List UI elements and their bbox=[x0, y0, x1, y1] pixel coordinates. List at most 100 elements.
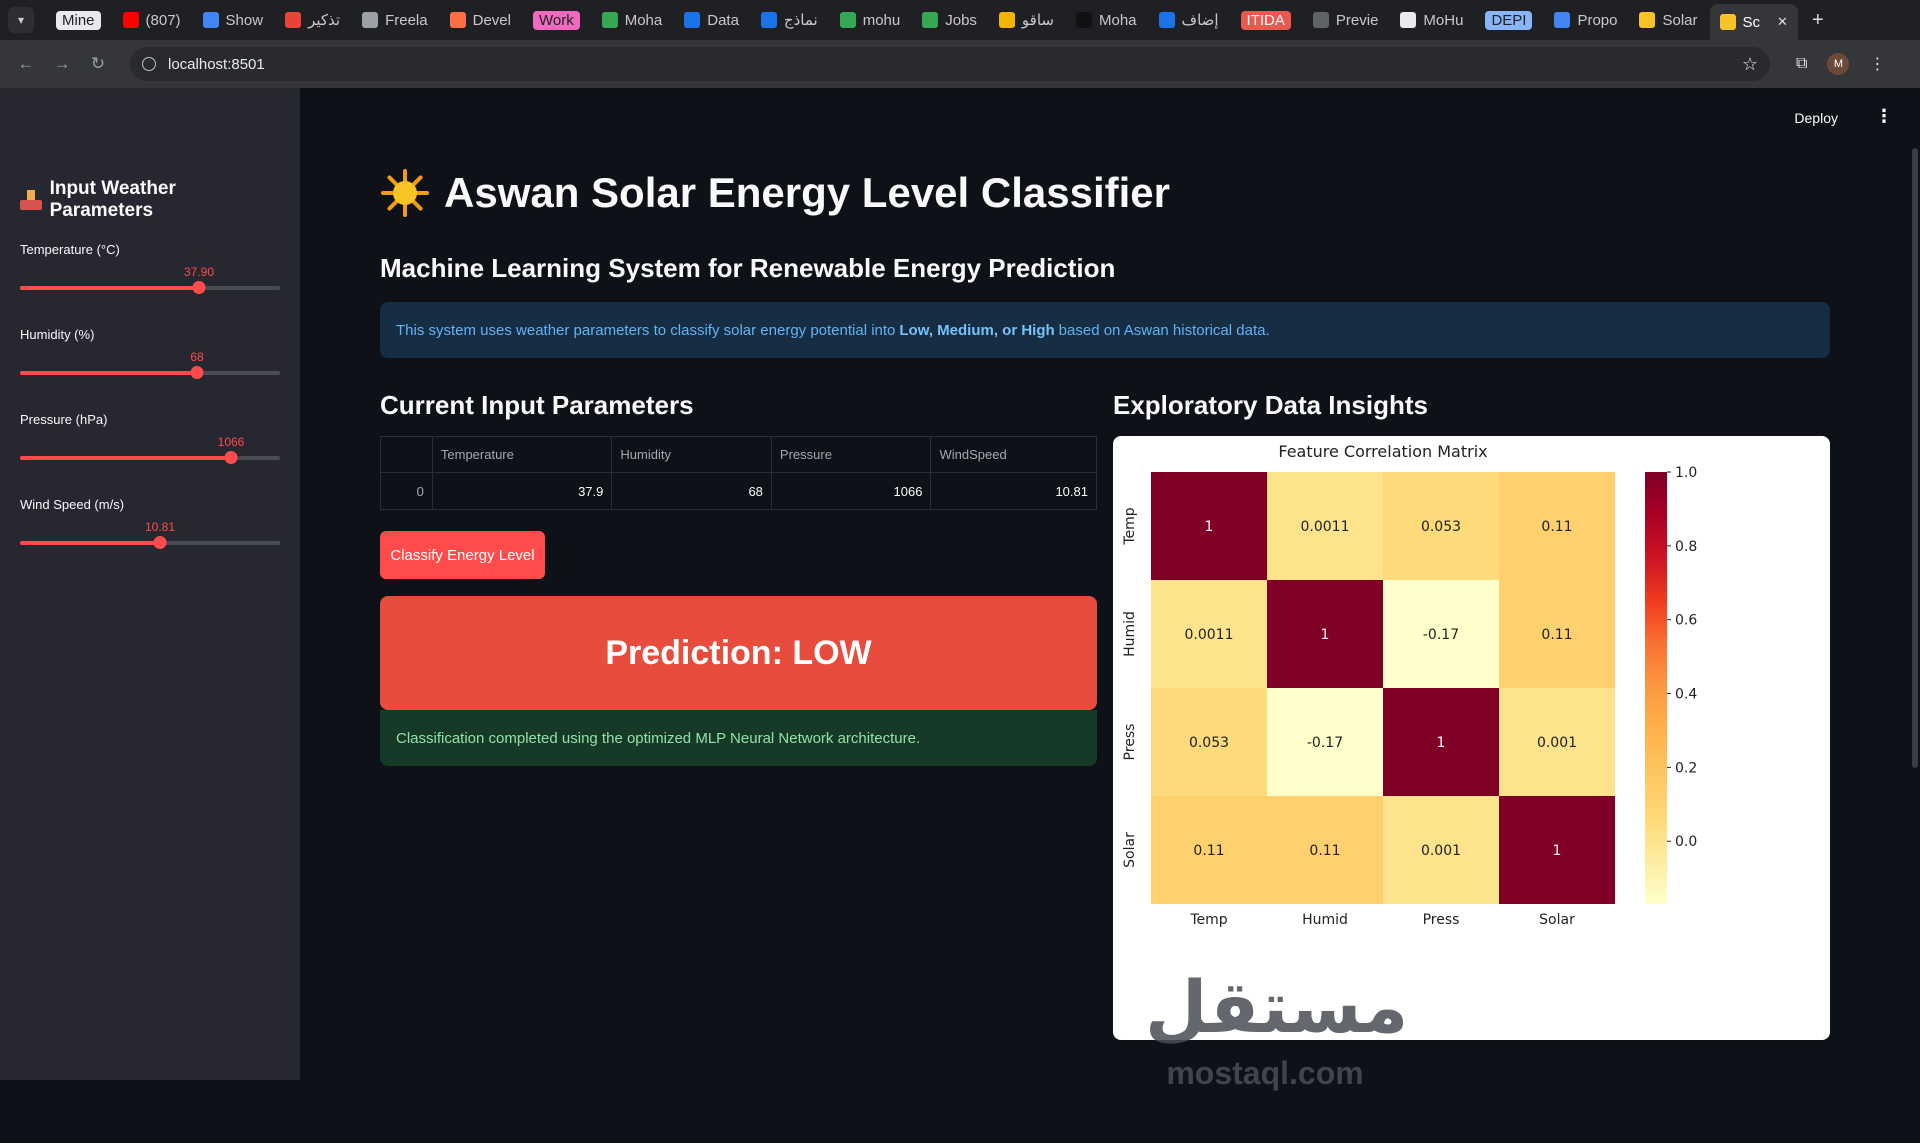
browser-tab[interactable]: MoHu bbox=[1390, 5, 1473, 35]
browser-tab[interactable]: Freela bbox=[352, 5, 438, 35]
slider-control[interactable]: 10.81 bbox=[20, 520, 280, 552]
tab-label: Propo bbox=[1577, 11, 1618, 29]
slider-control[interactable]: 68 bbox=[20, 350, 280, 382]
bookmark-star-icon[interactable]: ☆ bbox=[1741, 53, 1758, 74]
browser-tab[interactable]: نماذج bbox=[751, 5, 828, 35]
browser-tab[interactable]: Show bbox=[193, 5, 274, 35]
table-cell-pressure[interactable]: 1066 bbox=[772, 473, 932, 509]
extensions-puzzle-icon[interactable]: ⧉ bbox=[1796, 55, 1808, 72]
browser-tab[interactable]: Sc ✕ bbox=[1709, 4, 1798, 40]
table-header-index[interactable] bbox=[381, 437, 433, 472]
heatmap-y-tick-label: Temp bbox=[1122, 507, 1138, 545]
slider-control[interactable]: 1066 bbox=[20, 435, 280, 467]
tab-label: (807) bbox=[145, 11, 181, 29]
heatmap-cell-label: 0.001 bbox=[1421, 843, 1461, 859]
table-header-row: Temperature Humidity Pressure WindSpeed bbox=[381, 437, 1096, 473]
tab-group-chip[interactable]: DEPI bbox=[1485, 10, 1533, 30]
scrollbar[interactable] bbox=[1912, 148, 1918, 768]
table-cell-humidity[interactable]: 68 bbox=[612, 473, 772, 509]
slider-fill bbox=[20, 541, 160, 545]
kebab-icon[interactable]: ⋮ bbox=[1875, 106, 1893, 126]
table-cell-windspeed[interactable]: 10.81 bbox=[1055, 483, 1088, 499]
slider-label: Wind Speed (m/s) bbox=[20, 497, 125, 512]
heatmap-y-tick-label: Press bbox=[1122, 724, 1138, 761]
tab-group-chip[interactable]: Work bbox=[532, 10, 580, 30]
browser-tab[interactable]: ITIDA bbox=[1231, 5, 1301, 35]
slider-track[interactable] bbox=[20, 286, 280, 290]
sidebar: Input Weather Parameters Temperature (°C… bbox=[0, 88, 300, 1080]
heatmap-cell-label: 0.053 bbox=[1189, 735, 1229, 751]
slider-track[interactable] bbox=[20, 371, 280, 375]
sidebar-title-text: Input Weather Parameters bbox=[49, 178, 176, 221]
heatmap-cell-label: -0.17 bbox=[1307, 735, 1343, 751]
tab-favicon-icon bbox=[839, 12, 856, 28]
forward-arrow-icon[interactable]: → bbox=[53, 54, 71, 73]
browser-tab[interactable]: Data bbox=[674, 5, 749, 35]
heatmap-cell bbox=[1499, 472, 1615, 580]
tab-group-chip[interactable]: ITIDA bbox=[1240, 10, 1291, 30]
deploy-button[interactable]: Deploy bbox=[1794, 110, 1838, 126]
table-header-pressure[interactable]: Pressure bbox=[772, 437, 932, 472]
success-alert: Classification completed using the optim… bbox=[380, 710, 1097, 766]
slider-thumb[interactable] bbox=[153, 536, 167, 549]
browser-tab[interactable]: Jobs bbox=[912, 5, 987, 35]
browser-tab[interactable]: ساقو bbox=[989, 5, 1064, 35]
slider-thumb[interactable] bbox=[224, 451, 238, 464]
browser-tab[interactable]: Solar bbox=[1629, 5, 1707, 35]
tab-favicon-icon bbox=[202, 12, 219, 28]
tab-label: تذكير bbox=[308, 12, 341, 29]
heatmap-cell-label: 0.11 bbox=[1541, 627, 1572, 643]
heatmap-colorbar-tick-label: 0.4 bbox=[1675, 687, 1697, 703]
browser-tab[interactable]: DEPI bbox=[1475, 5, 1542, 35]
address-bar[interactable]: localhost:8501 ☆ bbox=[130, 47, 1770, 81]
slider-track[interactable] bbox=[20, 541, 280, 545]
tab-label: Previe bbox=[1335, 11, 1379, 29]
table-header-windspeed[interactable]: WindSpeed bbox=[939, 447, 1007, 462]
tab-favicon-icon bbox=[998, 12, 1015, 28]
browser-tab[interactable]: Devel bbox=[440, 5, 521, 35]
heatmap-cell-label: 1 bbox=[1437, 735, 1446, 751]
browser-menu-icon[interactable]: ⋮ bbox=[1869, 56, 1886, 73]
browser-tab[interactable]: (807) bbox=[113, 5, 191, 35]
tab-favicon-icon bbox=[285, 12, 302, 28]
slider-thumb[interactable] bbox=[190, 366, 204, 379]
slider-track[interactable] bbox=[20, 456, 280, 460]
tab-label: Devel bbox=[472, 11, 511, 29]
browser-tab[interactable]: Moha bbox=[1066, 5, 1147, 35]
browser-tab[interactable]: Moha bbox=[592, 5, 673, 35]
tab-favicon-icon bbox=[1554, 12, 1571, 28]
tab-search-chevron-icon[interactable]: ▾ bbox=[8, 7, 34, 33]
tab-label: Sc bbox=[1742, 13, 1761, 31]
browser-tab[interactable]: تذكير bbox=[275, 5, 350, 35]
input-dataframe[interactable]: Temperature Humidity Pressure WindSpeed … bbox=[380, 436, 1097, 510]
browser-tab[interactable]: إضاف bbox=[1149, 5, 1229, 35]
browser-tab[interactable]: Mine bbox=[46, 5, 111, 35]
slider-control[interactable]: 37.90 bbox=[20, 265, 280, 297]
back-arrow-icon[interactable]: ← bbox=[17, 54, 35, 73]
classify-button[interactable]: Classify Energy Level bbox=[380, 531, 545, 579]
tab-favicon-icon bbox=[760, 12, 777, 28]
tab-close-icon[interactable]: ✕ bbox=[1777, 14, 1788, 29]
tab-label: Freela bbox=[385, 11, 428, 29]
table-cell-temperature[interactable]: 37.9 bbox=[433, 473, 613, 509]
browser-tab[interactable]: mohu bbox=[830, 5, 911, 35]
slider-label: Temperature (°C) bbox=[20, 242, 120, 257]
tab-favicon-icon bbox=[1400, 12, 1417, 28]
table-header-temperature[interactable]: Temperature bbox=[433, 437, 613, 472]
browser-tab[interactable]: Work bbox=[523, 5, 590, 35]
url-text[interactable]: localhost:8501 bbox=[168, 55, 265, 73]
profile-avatar[interactable]: M bbox=[1827, 53, 1850, 75]
heatmap-cell bbox=[1383, 688, 1499, 796]
reload-icon[interactable]: ↻ bbox=[90, 54, 106, 73]
browser-tab[interactable]: Propo bbox=[1544, 5, 1627, 35]
new-tab-plus-icon[interactable]: + bbox=[1811, 8, 1824, 31]
browser-toolbar: ← → ↻ localhost:8501 ☆ ⧉ M ⋮ bbox=[0, 40, 1920, 88]
site-info-icon[interactable] bbox=[142, 57, 156, 71]
slider-thumb[interactable] bbox=[192, 281, 206, 294]
table-cell-index[interactable]: 0 bbox=[381, 473, 433, 509]
tab-favicon-icon bbox=[362, 12, 379, 28]
tab-group-chip[interactable]: Mine bbox=[56, 10, 101, 30]
table-header-humidity[interactable]: Humidity bbox=[612, 437, 772, 472]
browser-tab[interactable]: Previe bbox=[1303, 5, 1389, 35]
